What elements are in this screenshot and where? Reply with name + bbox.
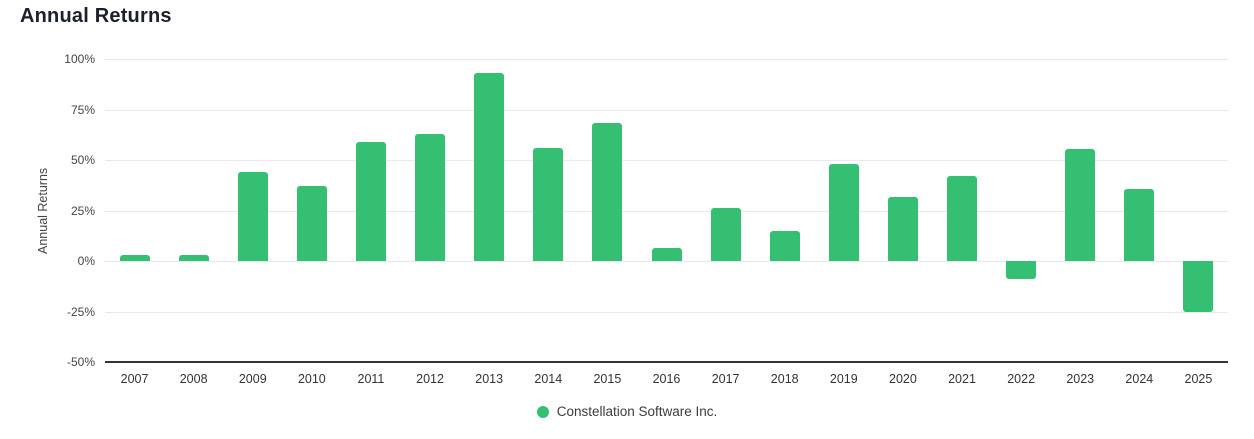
bar-2018[interactable] [769,230,800,261]
y-gridline-75 [105,109,1228,111]
bar-2017[interactable] [710,208,741,261]
x-label-2021: 2021 [948,372,976,386]
bar-2025[interactable] [1183,261,1214,312]
x-label-2007: 2007 [120,372,149,386]
x-label-2009: 2009 [238,372,267,386]
bar-2022[interactable] [1006,261,1037,280]
bar-2009[interactable] [237,172,268,261]
x-label-2022: 2022 [1007,372,1036,386]
x-label-2015: 2015 [593,372,622,386]
y-tick-label-100: 100% [64,52,95,66]
bar-2019[interactable] [828,164,859,261]
x-axis-line [105,361,1228,363]
x-label-2023: 2023 [1066,372,1095,386]
y-tick-label--25: -25% [66,304,95,319]
bar-2011[interactable] [355,141,386,261]
legend-series-label: Constellation Software Inc. [556,404,718,419]
bar-2007[interactable] [119,254,150,261]
x-label-2017: 2017 [711,372,740,386]
y-tick-label-25: 25% [70,203,95,218]
x-label-2016: 2016 [652,372,681,386]
x-label-2012: 2012 [416,372,444,386]
y-gridline--25 [105,311,1228,313]
x-label-2019: 2019 [829,372,858,386]
bar-2015[interactable] [592,122,623,261]
y-gridline-100 [105,59,1228,60]
x-label-2008: 2008 [179,372,208,386]
bar-2013[interactable] [474,73,505,261]
x-label-2013: 2013 [475,372,504,386]
bar-2020[interactable] [887,197,918,261]
y-tick-label-0: 0% [77,254,95,268]
x-label-2025: 2025 [1184,372,1213,386]
bar-2023[interactable] [1065,148,1096,261]
bar-2010[interactable] [296,186,327,261]
y-axis-tick-labels: 100% 75% 50% 25% 0% -25% -50% [0,0,95,439]
legend-series-dot-icon [536,405,549,418]
x-label-2018: 2018 [770,372,799,386]
bar-2008[interactable] [178,254,209,261]
legend[interactable]: Constellation Software Inc. [0,404,1254,419]
x-label-2014: 2014 [534,372,563,386]
x-label-2010: 2010 [297,372,326,386]
bar-2024[interactable] [1124,189,1155,261]
bar-2021[interactable] [947,176,978,261]
bar-2016[interactable] [651,247,682,261]
bar-2012[interactable] [415,133,446,261]
bar-2014[interactable] [533,147,564,261]
x-label-2011: 2011 [357,372,385,386]
x-label-2024: 2024 [1125,372,1154,386]
y-tick-label-50: 50% [70,153,95,167]
y-gridline-50 [105,160,1228,161]
y-tick-label--50: -50% [66,355,95,369]
x-label-2020: 2020 [889,372,917,386]
page-title: Annual Returns [20,5,172,27]
y-tick-label-75: 75% [70,102,95,117]
y-gridline-25 [105,210,1228,212]
y-gridline-0 [105,261,1228,262]
